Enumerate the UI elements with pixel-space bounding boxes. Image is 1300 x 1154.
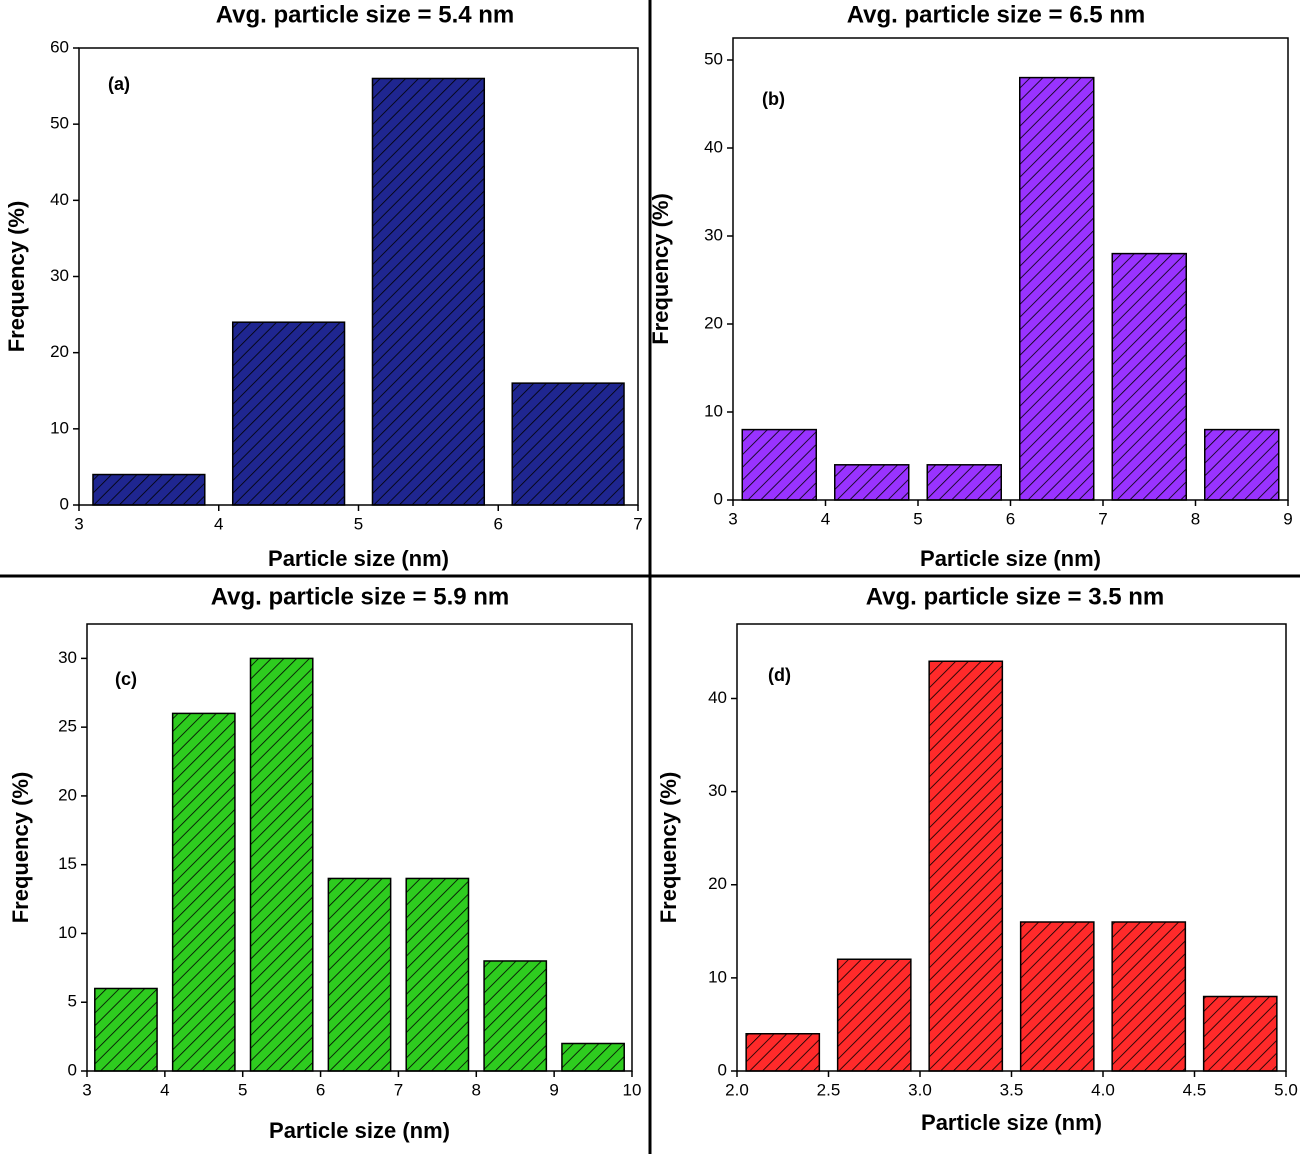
y-tick-label: 15 <box>58 854 77 873</box>
bar <box>1019 921 1095 1072</box>
x-tick-label: 4.0 <box>1091 1080 1115 1099</box>
x-axis-label: Particle size (nm) <box>921 1110 1102 1135</box>
y-tick-label: 20 <box>58 785 77 804</box>
chart-title: Avg. particle size = 6.5 nm <box>847 1 1146 28</box>
y-tick-label: 20 <box>50 342 69 361</box>
chart-title: Avg. particle size = 5.4 nm <box>216 1 515 28</box>
y-tick-label: 0 <box>68 1060 77 1079</box>
y-tick-label: 5 <box>68 992 77 1011</box>
y-tick-label: 50 <box>50 114 69 133</box>
x-tick-label: 4.5 <box>1183 1080 1207 1099</box>
y-axis-label: Frequency (%) <box>648 193 673 345</box>
bar <box>171 712 236 1072</box>
bar <box>1204 428 1280 501</box>
x-axis-label: Particle size (nm) <box>268 546 449 571</box>
y-tick-label: 40 <box>704 137 723 156</box>
x-tick-label: 7 <box>633 514 642 533</box>
x-tick-label: 5 <box>913 509 922 528</box>
y-tick-label: 30 <box>708 781 727 800</box>
y-tick-label: 10 <box>704 401 723 420</box>
bar <box>1202 995 1278 1072</box>
plot-frame <box>86 623 633 1072</box>
x-tick-label: 10 <box>623 1080 642 1099</box>
bar <box>741 428 817 501</box>
chart-title: Avg. particle size = 3.5 nm <box>866 583 1165 610</box>
y-tick-label: 30 <box>704 225 723 244</box>
x-tick-label: 9 <box>549 1080 558 1099</box>
panel-label: (d) <box>768 665 791 685</box>
x-axis-label: Particle size (nm) <box>920 546 1101 571</box>
bar <box>1019 76 1095 501</box>
x-tick-label: 8 <box>1191 509 1200 528</box>
bar <box>511 382 625 506</box>
x-tick-label: 2.5 <box>817 1080 841 1099</box>
bar <box>928 660 1004 1072</box>
x-tick-label: 4 <box>821 509 830 528</box>
bar <box>1111 252 1187 501</box>
bar <box>926 464 1002 501</box>
x-tick-label: 2.0 <box>725 1080 749 1099</box>
x-tick-label: 5.0 <box>1274 1080 1298 1099</box>
y-tick-label: 40 <box>708 688 727 707</box>
x-tick-label: 9 <box>1283 509 1292 528</box>
y-tick-label: 0 <box>60 494 69 513</box>
y-tick-label: 10 <box>58 923 77 942</box>
y-tick-label: 60 <box>50 37 69 56</box>
x-tick-label: 5 <box>354 514 363 533</box>
y-axis-label: Frequency (%) <box>656 772 681 924</box>
bar <box>745 1033 821 1072</box>
x-tick-label: 6 <box>1006 509 1015 528</box>
y-tick-label: 50 <box>704 49 723 68</box>
bar <box>405 877 470 1072</box>
x-tick-label: 4 <box>160 1080 169 1099</box>
x-tick-label: 3.0 <box>908 1080 932 1099</box>
y-tick-label: 10 <box>50 418 69 437</box>
y-tick-label: 20 <box>708 874 727 893</box>
y-tick-label: 30 <box>58 648 77 667</box>
y-axis-label: Frequency (%) <box>4 201 29 353</box>
panel-label: (c) <box>115 669 137 689</box>
y-tick-label: 10 <box>708 967 727 986</box>
y-tick-label: 0 <box>714 489 723 508</box>
panel-label: (a) <box>108 74 130 94</box>
x-tick-label: 3 <box>74 514 83 533</box>
y-tick-label: 20 <box>704 313 723 332</box>
y-tick-label: 30 <box>50 266 69 285</box>
bar <box>836 958 912 1072</box>
bar <box>561 1042 625 1072</box>
bar <box>249 657 314 1072</box>
x-tick-label: 3.5 <box>1000 1080 1024 1099</box>
x-tick-label: 8 <box>472 1080 481 1099</box>
x-tick-label: 7 <box>394 1080 403 1099</box>
x-tick-label: 4 <box>214 514 223 533</box>
bar <box>1111 921 1187 1072</box>
bar <box>483 960 548 1072</box>
x-tick-label: 6 <box>316 1080 325 1099</box>
panel-label: (b) <box>762 89 785 109</box>
x-tick-label: 7 <box>1098 509 1107 528</box>
x-tick-label: 5 <box>238 1080 247 1099</box>
bar <box>327 877 392 1072</box>
x-axis-label: Particle size (nm) <box>269 1118 450 1143</box>
y-axis-label: Frequency (%) <box>8 772 33 924</box>
chart-title: Avg. particle size = 5.9 nm <box>211 583 510 610</box>
x-tick-label: 6 <box>494 514 503 533</box>
x-tick-label: 3 <box>82 1080 91 1099</box>
bar <box>834 464 910 501</box>
y-tick-label: 40 <box>50 190 69 209</box>
y-tick-label: 0 <box>718 1060 727 1079</box>
bar <box>94 987 158 1072</box>
bar <box>231 321 346 506</box>
bar <box>92 473 206 506</box>
x-tick-label: 3 <box>728 509 737 528</box>
y-tick-label: 25 <box>58 717 77 736</box>
bar <box>371 77 486 506</box>
